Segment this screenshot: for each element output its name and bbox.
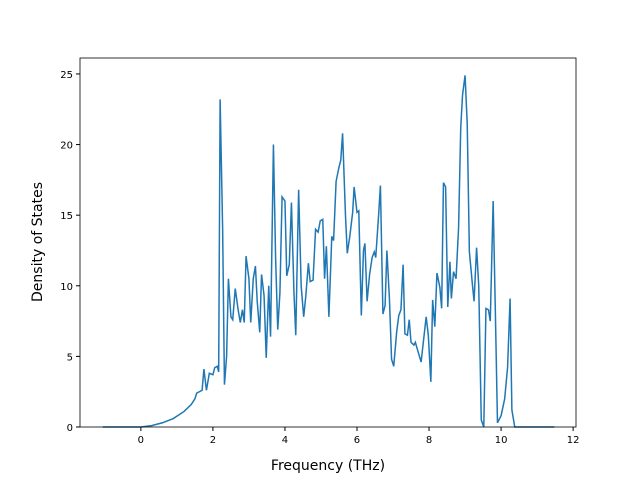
x-tick-label: 2 <box>210 435 216 446</box>
x-tick-label: 8 <box>426 435 432 446</box>
x-axis-label: Frequency (THz) <box>271 458 385 474</box>
x-tick-label: 10 <box>495 435 508 446</box>
y-tick-label: 25 <box>60 70 73 81</box>
y-tick-label: 10 <box>60 282 73 293</box>
line <box>102 75 555 428</box>
y-tick-label: 15 <box>60 211 73 222</box>
x-tick-label: 4 <box>282 435 288 446</box>
y-tick-label: 20 <box>60 141 73 152</box>
x-tick-label: 0 <box>138 435 144 446</box>
x-tick-label: 12 <box>567 435 580 446</box>
plot-frame <box>79 57 577 428</box>
y-tick-label: 5 <box>67 352 73 363</box>
x-tick-label: 6 <box>354 435 360 446</box>
y-tick-label: 0 <box>67 423 73 434</box>
y-axis-label: Density of States <box>30 182 46 302</box>
